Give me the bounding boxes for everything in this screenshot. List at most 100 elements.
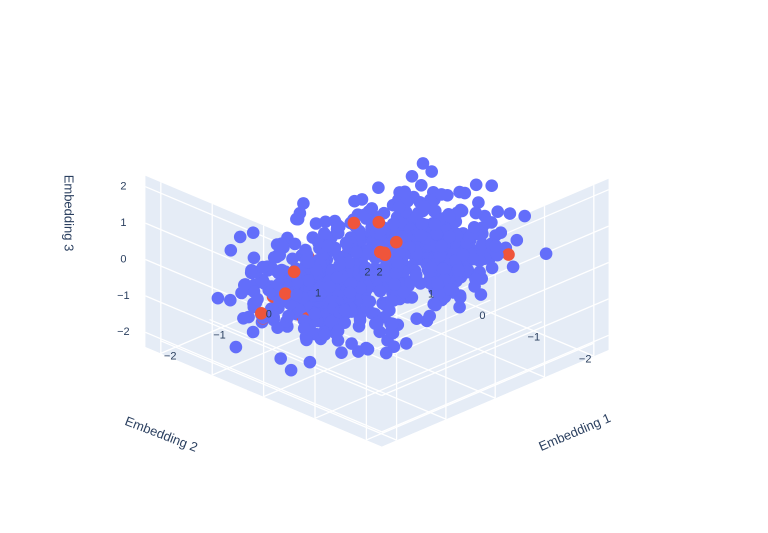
- data-point-blue: [429, 298, 442, 312]
- data-point-blue: [237, 312, 250, 325]
- data-point-blue: [267, 310, 281, 324]
- data-point-blue: [443, 283, 457, 296]
- data-point-blue: [288, 237, 302, 251]
- data-point-blue: [383, 304, 396, 317]
- data-point-blue: [365, 306, 379, 320]
- data-point-blue: [229, 340, 243, 354]
- data-point-blue: [436, 262, 450, 276]
- data-point-blue: [319, 215, 332, 229]
- data-point-red: [347, 216, 361, 230]
- data-point-blue: [489, 239, 503, 253]
- data-point-blue: [274, 352, 288, 365]
- data-point-blue: [379, 346, 393, 360]
- data-point-blue: [303, 355, 317, 369]
- data-point-blue: [418, 200, 431, 213]
- data-point-blue: [469, 178, 483, 192]
- data-point-blue: [373, 284, 387, 298]
- data-point-blue: [424, 261, 438, 274]
- data-point-red: [390, 235, 403, 249]
- data-point-blue: [467, 221, 481, 234]
- data-point-blue: [313, 281, 327, 294]
- z-tick-label: −1: [117, 290, 130, 302]
- data-point-red: [502, 248, 515, 261]
- data-point-blue: [416, 157, 430, 170]
- data-point-blue: [453, 300, 466, 314]
- data-point-blue: [435, 188, 448, 201]
- data-point-blue: [518, 209, 531, 223]
- data-point-blue: [290, 288, 304, 302]
- data-point-blue: [353, 313, 367, 327]
- data-point-blue: [272, 266, 285, 280]
- data-point-blue: [423, 309, 437, 323]
- data-point-blue: [246, 325, 260, 339]
- data-point-blue: [372, 181, 385, 194]
- y-axis-title: Embedding 2: [123, 413, 200, 454]
- x-tick-label: −2: [164, 351, 177, 363]
- data-point-blue: [415, 217, 429, 231]
- data-point-blue: [324, 315, 338, 329]
- data-point-blue: [468, 280, 481, 293]
- data-point-blue: [388, 278, 401, 291]
- data-point-red: [254, 307, 268, 320]
- data-point-blue: [224, 293, 237, 307]
- data-point-blue: [386, 317, 399, 331]
- data-point-blue: [506, 260, 520, 274]
- data-point-blue: [224, 244, 238, 257]
- z-tick-label: −2: [117, 326, 130, 338]
- data-point-blue: [494, 226, 508, 239]
- data-point-blue: [385, 294, 398, 308]
- data-point-blue: [425, 165, 439, 178]
- data-point-blue: [333, 258, 346, 272]
- data-point-red: [287, 265, 301, 279]
- data-point-blue: [361, 343, 375, 356]
- data-point-blue: [453, 185, 466, 199]
- data-point-blue: [233, 230, 247, 244]
- data-point-blue: [431, 278, 444, 291]
- y-tick-label: 2: [377, 267, 383, 279]
- data-point-blue: [466, 251, 480, 265]
- data-point-blue: [331, 324, 345, 338]
- data-point-red: [372, 215, 386, 229]
- data-point-blue: [256, 260, 270, 274]
- data-point-blue: [272, 278, 285, 291]
- data-point-blue: [297, 197, 310, 210]
- data-point-blue: [282, 309, 295, 323]
- data-point-blue: [365, 202, 379, 215]
- data-point-blue: [390, 255, 404, 269]
- data-point-blue: [339, 236, 353, 250]
- data-point-blue: [409, 268, 423, 282]
- z-tick-label: 2: [120, 181, 126, 193]
- data-point-blue: [397, 285, 411, 299]
- data-point-blue: [246, 226, 260, 239]
- y-tick-label: 0: [479, 310, 485, 322]
- data-points: [211, 157, 553, 377]
- data-point-blue: [333, 220, 346, 233]
- data-point-red: [279, 287, 292, 301]
- data-point-blue: [392, 201, 406, 214]
- data-point-blue: [452, 263, 465, 277]
- data-point-blue: [443, 210, 456, 223]
- x-tick-label: 0: [266, 309, 272, 321]
- data-point-blue: [539, 247, 553, 260]
- data-point-blue: [481, 216, 495, 229]
- data-point-blue: [503, 207, 517, 220]
- data-point-blue: [247, 251, 261, 265]
- y-tick-label: 1: [428, 288, 434, 300]
- data-point-blue: [299, 243, 312, 257]
- x-tick-label: 1: [315, 288, 321, 300]
- data-point-blue: [386, 217, 400, 231]
- data-point-blue: [318, 328, 332, 341]
- data-point-blue: [350, 246, 363, 259]
- data-point-blue: [410, 312, 424, 326]
- data-point-blue: [309, 217, 323, 230]
- data-point-blue: [469, 206, 483, 220]
- data-point-blue: [377, 262, 390, 276]
- data-point-blue: [330, 271, 344, 284]
- data-point-blue: [510, 233, 524, 247]
- data-point-blue: [371, 316, 384, 330]
- y-tick-label: −1: [528, 332, 541, 344]
- data-point-blue: [476, 237, 489, 251]
- data-point-blue: [238, 278, 251, 292]
- data-point-blue: [400, 337, 413, 350]
